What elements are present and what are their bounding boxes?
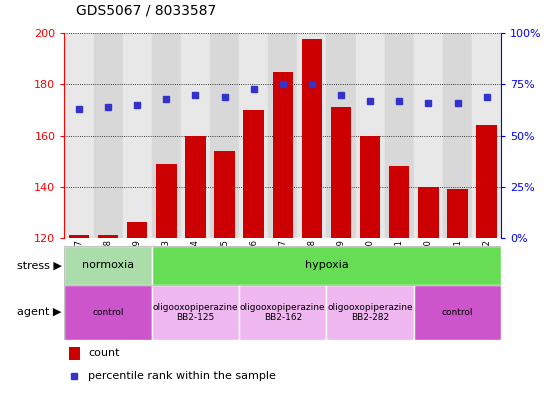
Bar xyxy=(152,246,501,285)
Text: count: count xyxy=(88,348,120,358)
Bar xyxy=(127,222,147,238)
Bar xyxy=(418,187,438,238)
Bar xyxy=(239,33,268,238)
Bar xyxy=(98,235,118,238)
Text: GDS5067 / 8033587: GDS5067 / 8033587 xyxy=(76,4,216,18)
Bar xyxy=(156,163,176,238)
Bar xyxy=(326,33,356,238)
Text: oligooxopiperazine
BB2-125: oligooxopiperazine BB2-125 xyxy=(153,303,238,322)
Bar xyxy=(214,151,235,238)
Bar xyxy=(123,33,152,238)
Bar xyxy=(69,347,80,360)
Bar xyxy=(331,107,351,238)
Bar xyxy=(472,33,501,238)
Text: hypoxia: hypoxia xyxy=(305,260,348,270)
Text: agent ▶: agent ▶ xyxy=(17,307,62,318)
Text: stress ▶: stress ▶ xyxy=(17,260,62,270)
Bar xyxy=(477,125,497,238)
Bar xyxy=(389,166,409,238)
Bar xyxy=(152,33,181,238)
Text: oligooxopiperazine
BB2-162: oligooxopiperazine BB2-162 xyxy=(240,303,325,322)
Bar xyxy=(64,285,152,340)
Text: control: control xyxy=(92,308,124,317)
Text: normoxia: normoxia xyxy=(82,260,134,270)
Bar xyxy=(152,285,239,340)
Bar xyxy=(239,285,326,340)
Bar xyxy=(443,33,472,238)
Bar xyxy=(181,33,210,238)
Bar xyxy=(356,33,385,238)
Bar xyxy=(385,33,414,238)
Bar xyxy=(414,33,443,238)
Bar xyxy=(64,33,94,238)
Bar xyxy=(244,110,264,238)
Bar xyxy=(414,285,501,340)
Bar xyxy=(64,246,152,285)
Text: oligooxopiperazine
BB2-282: oligooxopiperazine BB2-282 xyxy=(328,303,413,322)
Bar xyxy=(297,33,326,238)
Bar xyxy=(94,33,123,238)
Bar xyxy=(273,72,293,238)
Bar xyxy=(185,136,206,238)
Bar xyxy=(69,235,89,238)
Bar xyxy=(360,136,380,238)
Bar xyxy=(447,189,468,238)
Bar xyxy=(268,33,297,238)
Text: control: control xyxy=(442,308,473,317)
Text: percentile rank within the sample: percentile rank within the sample xyxy=(88,371,276,381)
Bar xyxy=(210,33,239,238)
Bar xyxy=(326,285,414,340)
Bar xyxy=(302,39,322,238)
